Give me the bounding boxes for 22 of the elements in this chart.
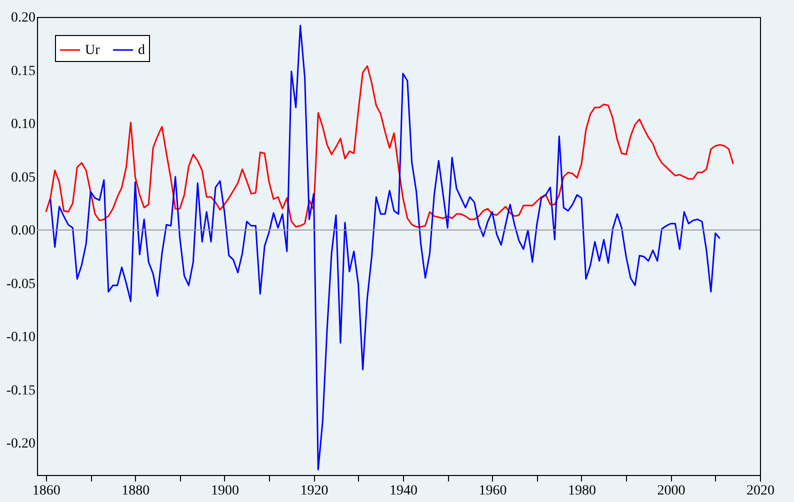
x-tick-label: 1980 [568, 484, 596, 498]
y-tick-label: 0.15 [11, 64, 36, 79]
y-tick-label: 0.20 [11, 10, 36, 26]
legend-label: Ur [85, 43, 100, 58]
y-tick-label: 0.05 [11, 170, 36, 186]
y-tick-label: -0.20 [6, 436, 36, 452]
y-tick-label: -0.15 [6, 383, 36, 398]
x-tick-label: 1960 [478, 484, 507, 498]
y-tick-label: -0.10 [6, 330, 36, 346]
x-tick-label: 1920 [300, 484, 328, 498]
x-tick-label: 1900 [210, 484, 239, 498]
y-tick-label: 0.00 [11, 224, 36, 239]
x-tick-label: 1880 [122, 484, 150, 498]
y-tick-label: -0.05 [6, 276, 36, 292]
legend-label: d [138, 43, 145, 58]
x-tick-label: 1940 [389, 484, 418, 498]
x-tick-label: 1860 [32, 484, 60, 498]
x-tick-label: 2000 [657, 484, 686, 498]
line-series [45, 65, 734, 228]
line-series [50, 24, 721, 470]
x-tick-label: 2020 [746, 484, 774, 498]
y-tick-label: 0.10 [11, 117, 36, 132]
